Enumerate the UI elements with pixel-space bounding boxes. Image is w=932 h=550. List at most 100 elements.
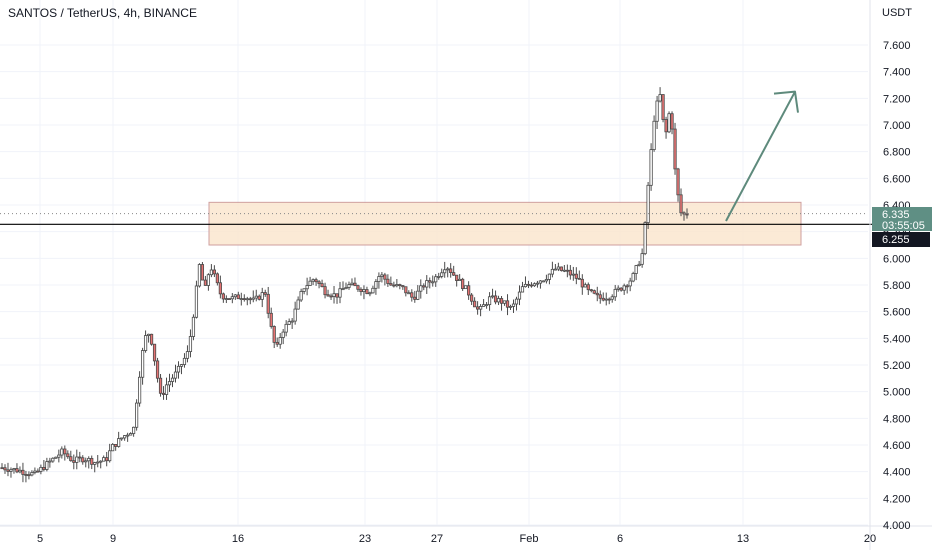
- candle-up: [431, 281, 435, 284]
- candle-down: [685, 213, 689, 216]
- candle-down: [72, 460, 76, 463]
- target-arrow-line: [725, 91, 796, 222]
- candle-up: [305, 285, 309, 290]
- candle-up: [284, 323, 288, 333]
- candle-up: [117, 438, 121, 447]
- candle-down: [526, 283, 531, 286]
- candle-down: [24, 474, 28, 476]
- candle-up: [553, 268, 557, 271]
- candle-down: [574, 273, 578, 279]
- candle-up: [87, 458, 91, 462]
- candle-down: [36, 470, 40, 473]
- candle-down: [248, 298, 252, 301]
- candle-up: [296, 299, 300, 310]
- candle-up: [437, 276, 441, 278]
- candle-up: [550, 268, 554, 275]
- candle-up: [425, 280, 429, 288]
- candle-up: [556, 266, 560, 270]
- candle-down: [275, 341, 279, 345]
- candle-up: [54, 456, 58, 459]
- candle-up: [108, 450, 112, 462]
- candle-up: [194, 285, 199, 318]
- y-tick-label: 5.200: [883, 360, 911, 372]
- candle-up: [481, 304, 486, 307]
- candle-up: [164, 384, 169, 395]
- candle-up: [511, 303, 516, 307]
- y-tick-label: 5.600: [883, 307, 911, 319]
- candle-down: [227, 298, 231, 300]
- candle-up: [290, 320, 294, 323]
- candle-down: [383, 274, 387, 280]
- candle-down: [152, 343, 157, 362]
- candle-up: [224, 298, 228, 300]
- candle-up: [640, 253, 644, 265]
- candle-up: [631, 273, 635, 282]
- candle-up: [628, 280, 632, 287]
- candle-up: [514, 298, 519, 305]
- candle-down: [212, 269, 216, 275]
- candle-down: [598, 294, 602, 299]
- candle-up: [347, 284, 351, 288]
- candle-up: [604, 298, 608, 301]
- candle-up: [129, 433, 133, 436]
- candle-up: [126, 434, 130, 437]
- candle-up: [416, 290, 420, 300]
- candle-down: [392, 284, 396, 287]
- candle-up: [33, 470, 37, 473]
- candle-up: [341, 288, 345, 291]
- candle-up: [646, 184, 650, 224]
- candle-up: [655, 100, 659, 122]
- y-tick-label: 7.000: [883, 120, 911, 132]
- candle-down: [218, 282, 222, 295]
- level-price-label: 6.255: [882, 234, 910, 246]
- y-tick-label: 6.800: [883, 147, 911, 159]
- candle-down: [161, 392, 166, 395]
- candle-up: [610, 296, 614, 300]
- y-tick-label: 4.600: [883, 440, 911, 452]
- candle-up: [233, 294, 237, 298]
- candle-up: [18, 469, 22, 473]
- candle-down: [413, 296, 417, 300]
- candle-down: [114, 444, 118, 447]
- candle-up: [541, 280, 546, 283]
- candle-up: [371, 287, 375, 294]
- y-tick-label: 6.000: [883, 253, 911, 265]
- candle-up: [146, 333, 151, 336]
- candle-down: [625, 285, 629, 288]
- candle-up: [170, 377, 175, 382]
- candle-down: [664, 119, 668, 133]
- candle-up: [75, 456, 79, 463]
- candle-down: [78, 456, 82, 459]
- candle-down: [200, 264, 205, 281]
- candle-up: [667, 113, 671, 133]
- candle-up: [643, 222, 647, 255]
- candle-up: [502, 300, 507, 304]
- candle-up: [281, 331, 285, 338]
- y-tick-label: 4.200: [883, 493, 911, 505]
- candle-down: [592, 290, 596, 294]
- y-tick-label: 5.400: [883, 333, 911, 345]
- candle-up: [239, 298, 243, 300]
- candle-down: [257, 295, 261, 300]
- candle-up: [496, 298, 501, 303]
- candle-up: [287, 321, 291, 325]
- last-price-label-bg: [872, 207, 932, 231]
- candle-up: [278, 337, 282, 345]
- candle-up: [308, 280, 312, 286]
- candle-down: [263, 292, 267, 295]
- candle-up: [197, 264, 202, 287]
- x-tick-label: 6: [617, 533, 623, 545]
- candle-up: [407, 292, 411, 295]
- candle-up: [132, 426, 136, 434]
- candle-down: [505, 300, 510, 308]
- candle-down: [661, 94, 665, 120]
- candle-up: [102, 457, 106, 462]
- candle-down: [470, 294, 474, 302]
- candle-up: [374, 281, 378, 289]
- candle-down: [529, 284, 534, 287]
- candle-up: [464, 285, 468, 290]
- candle-up: [123, 435, 127, 439]
- candle-up: [206, 274, 210, 286]
